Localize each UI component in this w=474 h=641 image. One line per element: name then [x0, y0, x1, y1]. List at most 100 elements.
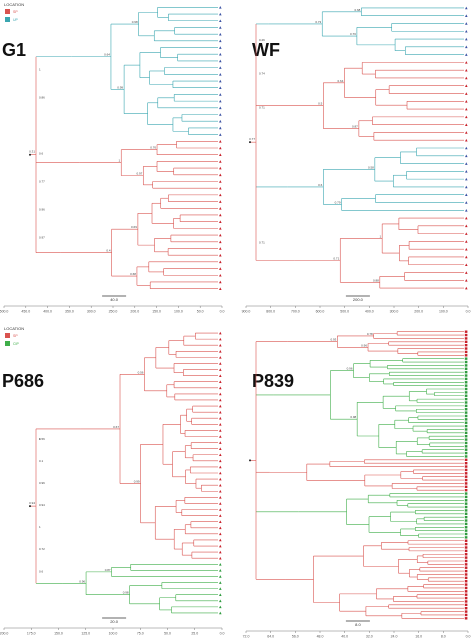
axis-tick-label: 500.0: [0, 310, 8, 314]
tip-marker: [219, 19, 222, 23]
tip-marker: [464, 475, 468, 478]
tip-marker: [464, 522, 468, 526]
node-support-label: 0.94: [39, 503, 45, 507]
tip-marker: [465, 84, 468, 88]
axis-tick-label: 100.0: [439, 310, 448, 314]
node-support-label: 0.86: [39, 96, 45, 100]
legend-bottom-label-sp: SP: [13, 334, 18, 338]
tip-marker: [464, 495, 468, 499]
tip-marker: [464, 343, 468, 347]
tip-marker: [464, 468, 468, 472]
tip-marker: [465, 154, 468, 158]
tip-marker: [464, 613, 468, 617]
axis-tick-label: 400.0: [43, 310, 52, 314]
node-support-label: 0.99: [117, 85, 123, 89]
tip-marker: [464, 600, 468, 603]
legend-top-swatch-sp: [5, 9, 10, 14]
tip-marker: [219, 12, 222, 16]
tip-marker: [219, 253, 222, 257]
tip-marker: [465, 99, 468, 103]
tip-marker: [219, 287, 222, 290]
tip-marker: [465, 45, 468, 49]
tip-marker: [219, 93, 222, 96]
tip-marker: [219, 514, 222, 517]
tip-marker: [464, 529, 468, 532]
tip-marker: [219, 410, 222, 414]
tip-marker: [465, 255, 468, 259]
tip-marker: [219, 520, 222, 523]
tip-marker: [219, 52, 222, 56]
tip-marker: [464, 596, 468, 600]
tree-panel-p839: 0.78 0.96 0.93 0.96 0.98 8.0 72.0 64.0 56.0 48.0 4…: [243, 330, 470, 639]
tip-marker: [219, 280, 222, 284]
tip-marker: [464, 553, 468, 556]
tip-marker: [465, 14, 468, 17]
axis-tick-label: 50.0: [164, 632, 171, 636]
tip-marker: [219, 59, 222, 63]
tip-marker: [464, 364, 468, 367]
node-support-label: 0.26: [259, 38, 265, 42]
tip-marker: [464, 408, 468, 411]
node-support-label: 0.6: [318, 183, 323, 187]
tip-marker: [464, 414, 468, 418]
tip-marker: [219, 32, 222, 36]
node-support-label: 0.87: [352, 125, 358, 129]
tip-marker: [464, 586, 468, 590]
tip-marker: [464, 354, 468, 357]
tip-marker: [219, 119, 222, 123]
tip-marker: [219, 605, 222, 609]
root-node: [249, 459, 251, 462]
panel-title-p686: P686: [2, 371, 44, 391]
tip-marker: [219, 240, 222, 244]
tip-marker: [465, 22, 468, 25]
axis-tick-label: 100.0: [109, 632, 118, 636]
tip-marker: [464, 610, 468, 613]
tip-marker: [464, 559, 468, 563]
tip-marker: [464, 569, 468, 573]
axis-tick-label: 500.0: [340, 310, 349, 314]
tip-marker: [464, 367, 468, 370]
axis-tick-label: 600.0: [316, 310, 325, 314]
tip-marker: [464, 445, 468, 448]
node-support-label: 0.64: [104, 53, 110, 57]
tip-marker: [219, 544, 222, 548]
tip-marker: [219, 6, 222, 9]
node-support-label: 0.58: [368, 165, 374, 169]
tree-panel-p686: 0.56 0.99 0.67 0.87 0.98 0.96 0.94 0.56 0.1 0.96 0…: [0, 331, 224, 636]
axis-tick-label: 250.0: [109, 310, 118, 314]
tip-marker: [219, 220, 222, 223]
legend-top-title: LOCATION: [4, 2, 24, 7]
tip-marker: [464, 435, 468, 438]
tip-marker: [464, 512, 468, 515]
tip-marker: [464, 451, 468, 455]
tip-marker: [219, 453, 222, 457]
node-support-label: 0.99: [134, 480, 140, 484]
tip-marker: [465, 240, 468, 243]
node-support-label: 0.77: [39, 180, 45, 184]
tip-marker: [465, 185, 468, 189]
node-support-label: 0.6: [39, 152, 44, 156]
node-support-label: 0.68: [130, 272, 136, 276]
node-support-label: 0.67: [113, 425, 119, 429]
axis-tick-label: 200.0: [0, 632, 8, 636]
tip-marker: [219, 99, 222, 103]
tip-marker: [464, 583, 468, 586]
tip-marker: [464, 411, 468, 414]
node-support-label: 0.96: [39, 481, 45, 485]
tip-marker: [464, 563, 468, 566]
node-support-label: 0.76: [150, 146, 156, 150]
tip-marker: [464, 421, 468, 424]
tip-marker: [465, 263, 468, 267]
tip-marker: [464, 536, 468, 539]
axis-tick-label: 200.0: [130, 310, 139, 314]
tip-marker: [219, 404, 222, 408]
tip-marker: [464, 360, 468, 364]
tip-marker: [465, 115, 468, 119]
tip-marker: [464, 394, 468, 397]
tip-marker: [219, 26, 222, 29]
tip-marker: [465, 162, 468, 165]
tip-marker: [219, 386, 222, 390]
tip-marker: [219, 186, 222, 190]
tip-marker: [219, 193, 222, 197]
tip-marker: [464, 461, 468, 465]
